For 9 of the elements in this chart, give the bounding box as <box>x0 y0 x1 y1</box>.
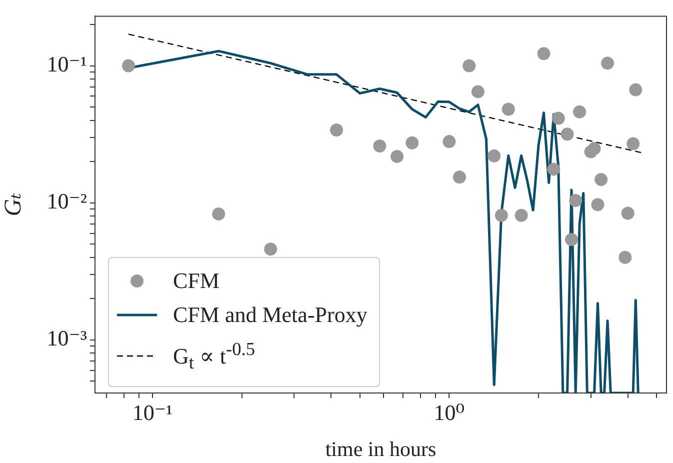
legend-label: CFM and Meta-Proxy <box>173 301 368 330</box>
x-axis-title: time in hours <box>325 436 436 461</box>
x-tick-label: 10⁰ <box>434 400 465 425</box>
y-tick-label: 10⁻³ <box>46 326 88 351</box>
legend-label: G$_{t}$ ∝ t$^{-0.5}$ <box>173 338 256 375</box>
y-axis-title: Gₜ <box>0 192 27 216</box>
legend-label: CFM <box>173 267 220 296</box>
y-tick-label: 10⁻¹ <box>46 52 87 77</box>
y-tick-label: 10⁻² <box>46 188 88 214</box>
